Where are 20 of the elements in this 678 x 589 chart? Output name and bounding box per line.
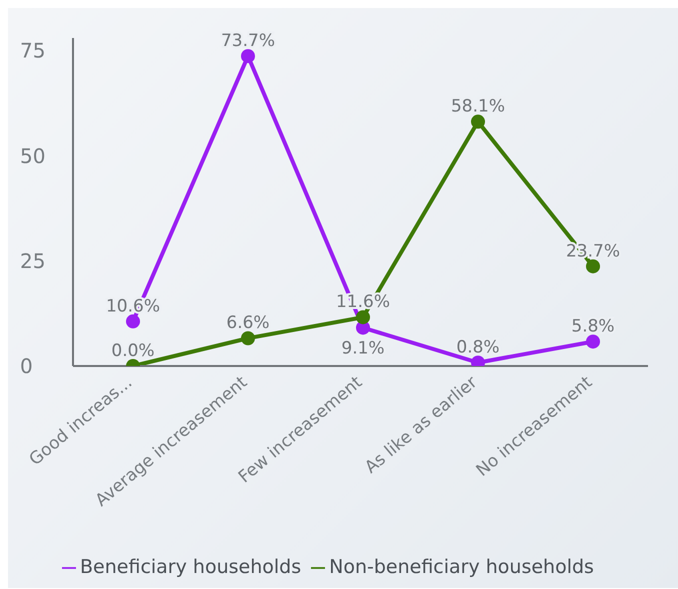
y-tick-label: 0 [20,354,33,378]
data-label: 58.1% [450,96,506,117]
data-label: 6.6% [226,313,270,334]
data-label: 73.7% [220,31,276,52]
point [126,314,140,328]
y-tick-label: 75 [20,38,46,63]
data-label: 5.8% [571,316,615,337]
y-tick-label: 50 [20,144,46,168]
point [356,310,370,324]
data-label: 0.0% [111,341,155,361]
point [471,114,485,129]
point [241,49,255,64]
point [586,334,600,349]
point [586,259,600,274]
legend-label: Non-beneficiary households [329,556,594,578]
data-label: 0.8% [456,338,500,358]
data-label: 9.1% [341,338,385,359]
legend-label: Beneficiary households [80,556,302,578]
point [241,331,255,346]
y-tick-label: 25 [20,248,46,273]
